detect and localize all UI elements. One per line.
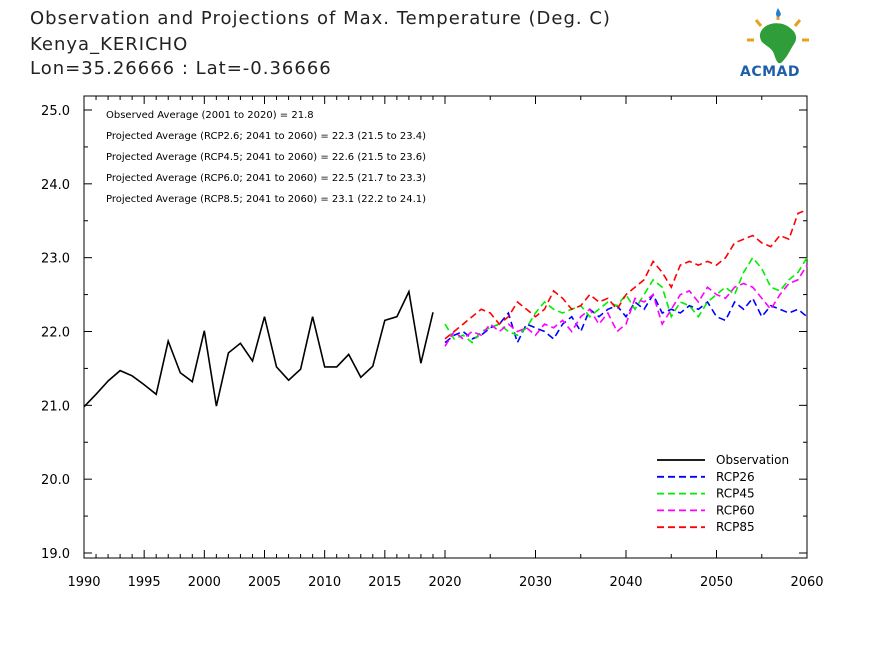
acmad-logo-text: ACMAD [740,64,800,80]
x-tick-label: 2010 [308,575,341,590]
location-label: Kenya_KERICHO [30,34,189,55]
x-tick-label: 2050 [700,575,733,590]
series-line-rcp85 [444,208,808,340]
x-tick-label: 1990 [67,575,100,590]
annotation-text: Projected Average (RCP8.5; 2041 to 2060)… [106,194,426,205]
legend-label: RCP26 [716,470,755,484]
acmad-logo-icon [747,8,809,64]
x-tick-label: 2040 [609,575,642,590]
legend-label: Observation [716,453,789,467]
y-tick-label: 25.0 [41,104,70,119]
series-line-rcp26 [444,292,808,345]
y-tick-label: 24.0 [41,178,70,193]
plot-frame [83,95,808,559]
y-tick-label: 22.0 [41,326,70,341]
y-tick-label: 19.0 [41,547,70,562]
annotation-text: Projected Average (RCP2.6; 2041 to 2060)… [106,131,426,142]
x-tick-label: 2030 [519,575,552,590]
x-tick-label: 2060 [790,575,823,590]
annotation-text: Observed Average (2001 to 2020) = 21.8 [106,110,314,121]
y-tick-label: 23.0 [41,252,70,267]
series-line-observation [83,288,434,408]
x-tick-label: 1995 [128,575,161,590]
annotation-text: Projected Average (RCP4.5; 2041 to 2060)… [106,152,426,163]
x-tick-label: 2005 [248,575,281,590]
x-tick-label: 2015 [368,575,401,590]
series-line-rcp60 [444,264,808,347]
x-tick-label: 2000 [188,575,221,590]
annotation-text: Projected Average (RCP6.0; 2041 to 2060)… [106,173,426,184]
legend-label: RCP45 [716,487,755,501]
chart-title: Observation and Projections of Max. Temp… [30,8,611,29]
coordinates-label: Lon=35.26666 : Lat=-0.36666 [30,58,332,79]
series-line-rcp45 [444,256,808,344]
legend-label: RCP60 [716,503,755,517]
y-tick-label: 20.0 [41,473,70,488]
y-tick-label: 21.0 [41,399,70,414]
x-tick-label: 2020 [428,575,461,590]
legend-label: RCP85 [716,520,755,534]
